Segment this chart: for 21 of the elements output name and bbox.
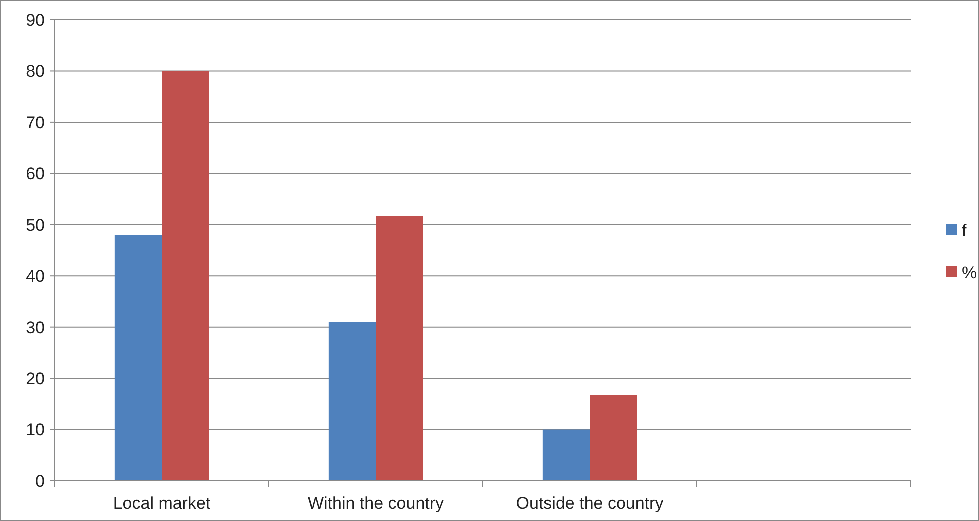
y-tick-label: 40 [26, 267, 45, 286]
bar [590, 395, 638, 481]
x-tick-label: Within the country [308, 494, 445, 513]
y-tick-label: 20 [26, 370, 45, 389]
y-tick-label: 60 [26, 164, 45, 184]
bar [328, 322, 376, 481]
x-tick-label: Local market [113, 494, 211, 513]
bar [114, 235, 162, 481]
y-tick-label: 10 [26, 420, 45, 440]
y-tick-label: 70 [26, 113, 45, 132]
bar [162, 71, 210, 481]
y-tick-label: 0 [36, 472, 45, 491]
y-tick-label: 50 [26, 216, 45, 235]
legend-label: % [962, 263, 978, 282]
y-tick-label: 80 [26, 62, 45, 82]
x-tick-label: Outside the country [516, 494, 664, 513]
legend-label: f [962, 221, 967, 240]
bar [542, 430, 590, 481]
y-tick-label: 30 [26, 318, 45, 338]
bar [376, 216, 424, 481]
y-tick-label: 90 [26, 10, 45, 30]
